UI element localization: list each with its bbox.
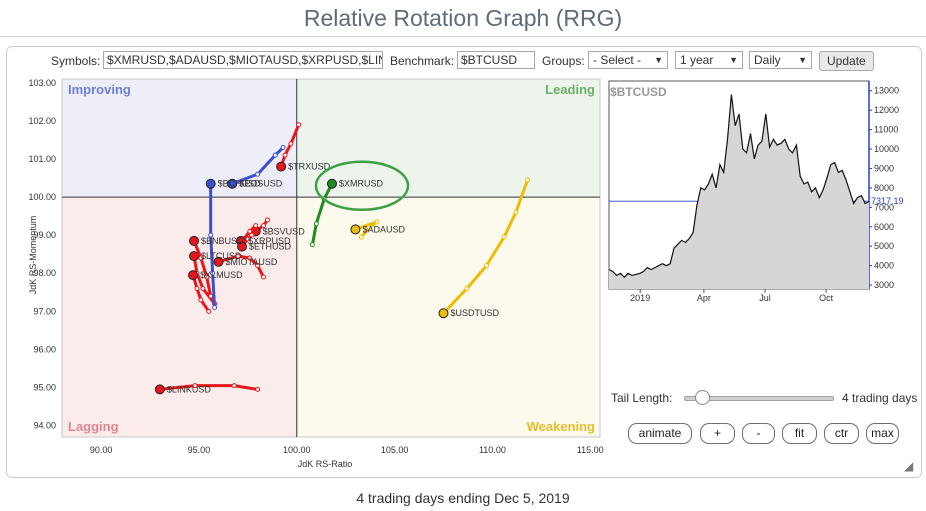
update-button[interactable]: Update xyxy=(819,51,874,71)
groups-label: Groups: xyxy=(542,54,585,68)
fit-button[interactable]: fit xyxy=(782,423,817,444)
chevron-down-icon: ▼ xyxy=(729,55,738,65)
tail-length-label: Tail Length: xyxy=(611,391,673,405)
interval-select[interactable]: Daily ▼ xyxy=(749,51,812,69)
benchmark-label: Benchmark: xyxy=(390,54,455,68)
chevron-down-icon: ▼ xyxy=(654,55,663,65)
chart-caption: 4 trading days ending Dec 5, 2019 xyxy=(356,490,570,506)
symbols-input[interactable]: $XMRUSD,$ADAUSD,$MIOTAUSD,$XRPUSD,$LIN xyxy=(103,51,383,69)
interval-select-value: Daily xyxy=(754,53,781,67)
period-select-value: 1 year xyxy=(680,53,714,67)
page-title: Relative Rotation Graph (RRG) xyxy=(0,0,926,37)
period-select[interactable]: 1 year ▼ xyxy=(675,51,743,69)
rrg-panel xyxy=(6,46,922,478)
tail-length-value: 4 trading days xyxy=(842,391,918,405)
chevron-down-icon: ▼ xyxy=(798,55,807,65)
max-button[interactable]: max xyxy=(866,423,899,444)
center-button[interactable]: ctr xyxy=(824,423,859,444)
resize-grip-icon[interactable]: ◢ xyxy=(904,459,914,473)
groups-select[interactable]: - Select - ▼ xyxy=(588,51,668,69)
benchmark-input[interactable]: $BTCUSD xyxy=(457,51,535,69)
zoom-out-button[interactable]: - xyxy=(742,423,775,444)
groups-select-value: - Select - xyxy=(593,53,642,67)
tail-length-slider[interactable] xyxy=(684,396,834,401)
animate-button[interactable]: animate xyxy=(628,423,692,444)
zoom-in-button[interactable]: + xyxy=(700,423,735,444)
tail-length-slider-handle[interactable] xyxy=(695,390,710,405)
symbols-label: Symbols: xyxy=(51,54,101,68)
